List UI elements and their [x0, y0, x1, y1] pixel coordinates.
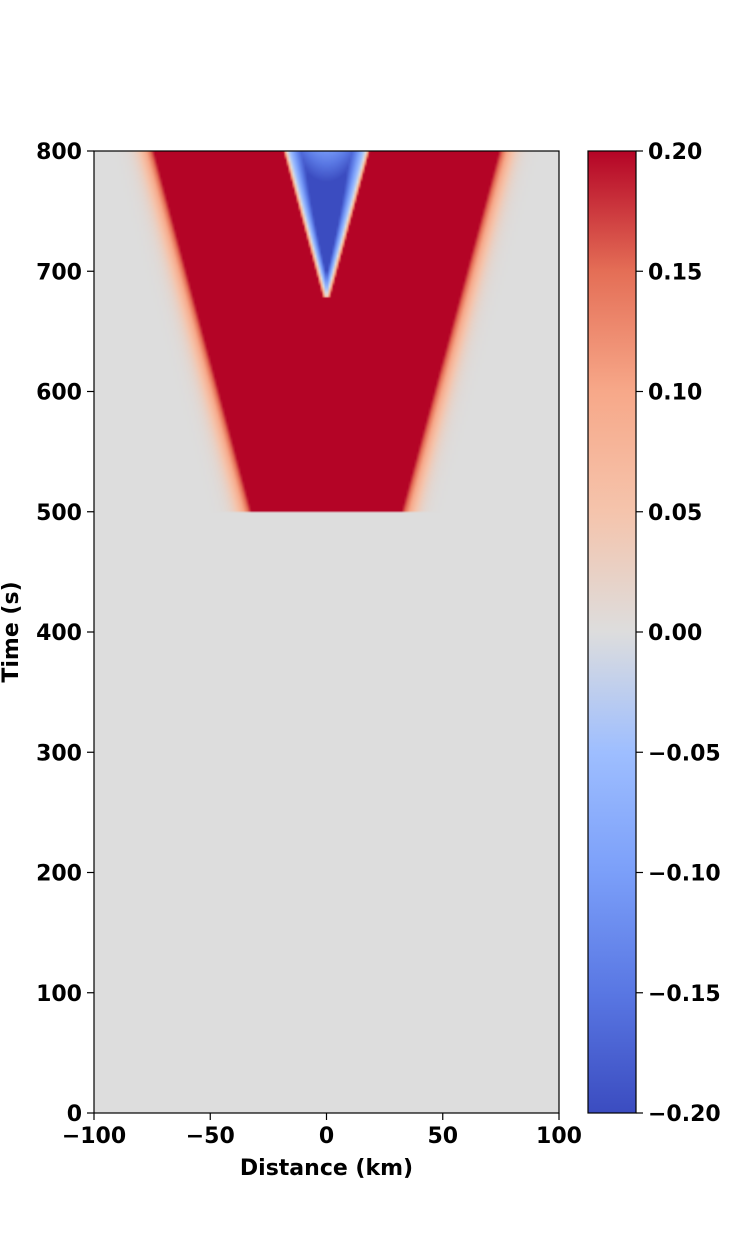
y-axis: 0 100 200 300 400 500 600 700 800: [36, 140, 94, 1127]
colorbar-tick-label: 0.00: [648, 621, 702, 646]
y-tick-label: 700: [36, 260, 82, 285]
colorbar-tick-label: −0.20: [648, 1102, 721, 1127]
colorbar-tick-label: −0.10: [648, 862, 721, 887]
y-tick-label: 0: [67, 1102, 82, 1127]
y-tick-label: 600: [36, 381, 82, 406]
y-tick-label: 400: [36, 621, 82, 646]
y-tick-label: 200: [36, 862, 82, 887]
y-tick-label: 300: [36, 741, 82, 766]
heatmap-plot-area: [94, 151, 559, 1113]
x-tick-label: −100: [62, 1124, 126, 1149]
colorbar-axis: 0.20 0.15 0.10 0.05 0.00 −0.05 −0.10 −0.15 −0.20: [636, 140, 721, 1127]
x-tick-label: 0: [319, 1124, 334, 1149]
x-tick-label: 50: [427, 1124, 458, 1149]
colorbar-tick-label: 0.15: [648, 260, 702, 285]
colorbar: [587, 150, 637, 1114]
colorbar-tick-label: 0.20: [648, 140, 702, 165]
y-axis-label: Time (s): [0, 581, 24, 682]
colorbar-tick-label: 0.05: [648, 501, 702, 526]
colorbar-tick-label: 0.10: [648, 381, 702, 406]
x-axis-label: Distance (km): [240, 1156, 413, 1181]
y-tick-label: 100: [36, 982, 82, 1007]
colorbar-tick-label: −0.15: [648, 982, 721, 1007]
y-tick-label: 500: [36, 501, 82, 526]
colorbar-tick-label: −0.05: [648, 741, 721, 766]
x-tick-label: −50: [186, 1124, 235, 1149]
y-tick-label: 800: [36, 140, 82, 165]
colorbar-gradient: [587, 150, 637, 1114]
heatmap-image: [94, 151, 559, 1113]
x-axis: −100 −50 0 50 100: [62, 1113, 582, 1149]
x-tick-label: 100: [536, 1124, 582, 1149]
